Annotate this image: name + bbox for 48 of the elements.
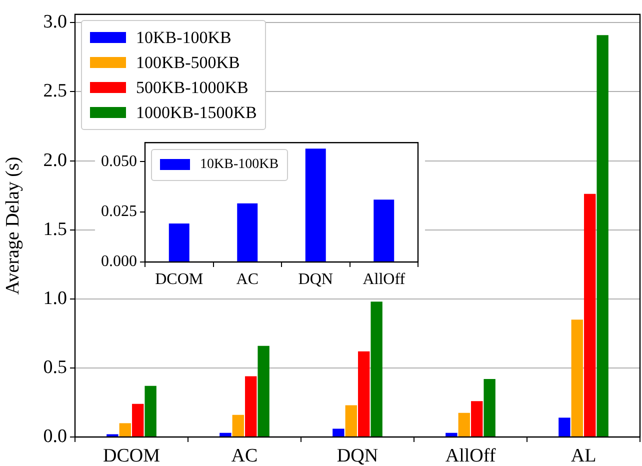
y-tick-label: 2.0: [43, 150, 67, 171]
x-tick-label: DCOM: [102, 445, 160, 466]
y-tick-label: 2.5: [43, 80, 67, 102]
x-tick-label: AC: [231, 445, 258, 466]
y-tick-label: 0.050: [101, 152, 137, 170]
x-tick-label: DCOM: [155, 270, 204, 288]
bar: [345, 405, 357, 436]
bar: [220, 432, 232, 436]
bar: [144, 386, 156, 436]
x-tick-label: AllOff: [362, 270, 406, 288]
bar: [374, 200, 394, 262]
bar: [458, 412, 470, 436]
x-tick-label: AL: [570, 445, 596, 466]
x-tick-label: AllOff: [445, 445, 496, 466]
bar: [471, 401, 483, 436]
bar: [558, 418, 570, 436]
x-tick-label: AC: [236, 270, 258, 288]
bar: [119, 423, 131, 436]
bar: [332, 428, 344, 436]
bar: [571, 320, 583, 436]
y-tick-label: 0.025: [101, 203, 137, 220]
bar: [484, 378, 496, 436]
y-tick-label: 0.0: [43, 426, 67, 447]
bar: [168, 223, 190, 262]
bar: [245, 376, 257, 436]
bar: [596, 35, 608, 436]
y-tick-label: 3.0: [43, 12, 67, 33]
legend-label: 100KB-500KB: [136, 52, 240, 73]
bar: [237, 203, 258, 262]
y-tick-label: 0.000: [101, 253, 137, 270]
bar: [232, 414, 244, 436]
x-tick-label: DQN: [298, 270, 334, 288]
bar: [305, 148, 326, 262]
bar: [132, 404, 144, 436]
y-tick-label: 1.5: [43, 218, 67, 240]
bar: [370, 302, 382, 436]
y-axis-title: Average Delay (s): [2, 156, 24, 295]
legend-label: 10KB-100KB: [136, 28, 232, 48]
bar: [446, 432, 458, 436]
legend-label: 10KB-100KB: [200, 156, 279, 173]
bar: [358, 351, 370, 436]
bar: [584, 194, 596, 436]
y-tick-label: 1.0: [43, 288, 67, 309]
bar: [258, 346, 270, 436]
legend-label: 500KB-1000KB: [136, 78, 248, 98]
x-tick-label: DQN: [336, 445, 378, 466]
y-tick-label: 0.5: [43, 356, 67, 378]
legend-label: 1000KB-1500KB: [136, 102, 257, 123]
